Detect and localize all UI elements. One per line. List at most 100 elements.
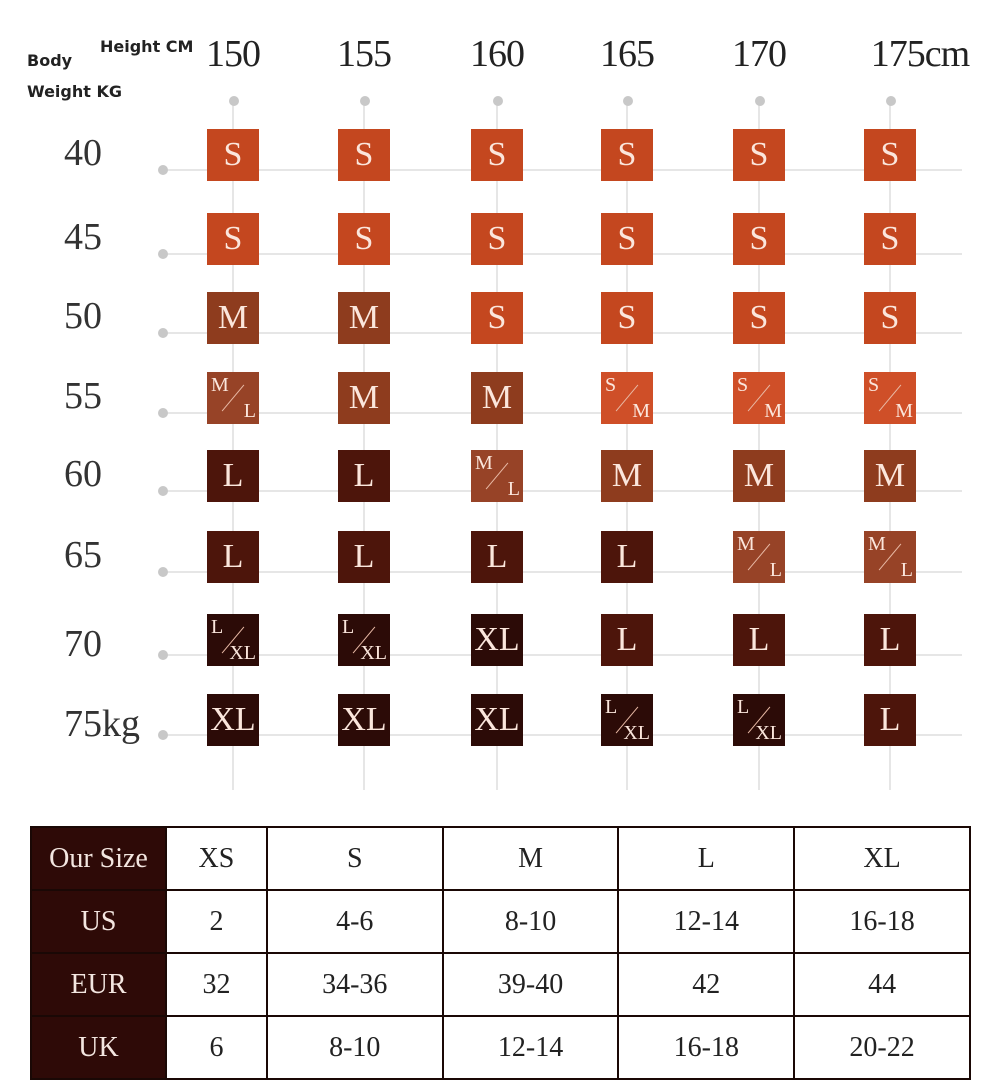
grid-dot [158, 328, 168, 338]
grid-line-horizontal [162, 332, 962, 334]
size-primary: L [605, 696, 618, 718]
size-cell: S [207, 129, 259, 181]
table-cell: L [617, 826, 796, 891]
size-cell: XL [471, 614, 523, 666]
weight-kg-label: Weight KG [27, 82, 123, 101]
grid-dot [886, 96, 896, 106]
size-cell: L [864, 694, 916, 746]
size-cell: L XL [207, 614, 259, 666]
size-cell: S [471, 213, 523, 265]
grid-line-horizontal [162, 571, 962, 573]
weight-label: 65 [64, 534, 102, 576]
size-cell: S [864, 213, 916, 265]
size-cell: S [601, 292, 653, 344]
size-cell: M [733, 450, 785, 502]
size-cell: S [733, 292, 785, 344]
grid-line-horizontal [162, 412, 962, 414]
table-cell: 34-36 [265, 952, 444, 1017]
weight-label: 55 [64, 375, 102, 417]
weight-label: 75kg [64, 703, 140, 745]
size-cell: XL [338, 694, 390, 746]
size-secondary: L [243, 400, 256, 422]
table-cell: S [265, 826, 444, 891]
grid-dot [158, 730, 168, 740]
grid-line-horizontal [162, 490, 962, 492]
grid-dot [755, 96, 765, 106]
grid-dot [158, 408, 168, 418]
size-cell: M [338, 372, 390, 424]
size-cell: L XL [601, 694, 653, 746]
table-cell: 12-14 [441, 1015, 620, 1080]
weight-label: 45 [64, 216, 102, 258]
grid-line-vertical [889, 100, 891, 790]
grid-dot [158, 486, 168, 496]
size-cell: S [601, 129, 653, 181]
size-cell: S [733, 213, 785, 265]
size-cell: S [733, 129, 785, 181]
size-primary: M [868, 533, 886, 555]
size-cell: S [471, 292, 523, 344]
size-cell: M [471, 372, 523, 424]
size-conversion-table: Our Size XS S M L XL US 2 4-6 8-10 12-14 16-18 EUR 32… [30, 826, 971, 1080]
height-cm-label: Height CM [100, 37, 194, 56]
size-secondary: M [632, 400, 650, 422]
size-cell: S [864, 292, 916, 344]
height-label: 170 [732, 33, 787, 75]
table-row: UK 6 8-10 12-14 16-18 20-22 [30, 1015, 971, 1080]
row-header: UK [30, 1015, 167, 1080]
table-row: US 2 4-6 8-10 12-14 16-18 [30, 889, 971, 954]
grid-dot [158, 567, 168, 577]
size-primary: L [342, 616, 355, 638]
table-cell: 8-10 [265, 1015, 444, 1080]
size-secondary: M [764, 400, 782, 422]
table-cell: 16-18 [793, 889, 971, 954]
size-secondary: L [769, 559, 782, 581]
size-primary: S [605, 374, 617, 396]
size-cell: L [864, 614, 916, 666]
size-cell: L [733, 614, 785, 666]
size-cell: L XL [733, 694, 785, 746]
weight-label: 50 [64, 295, 102, 337]
weight-label: 70 [64, 623, 102, 665]
row-header: Our Size [30, 826, 167, 891]
table-cell: 44 [793, 952, 971, 1017]
size-secondary: XL [623, 722, 650, 744]
size-cell: L [601, 614, 653, 666]
size-secondary: XL [755, 722, 782, 744]
grid-line-horizontal [162, 734, 962, 736]
grid-line-vertical [758, 100, 760, 790]
grid-line-horizontal [162, 169, 962, 171]
table-cell: 6 [165, 1015, 268, 1080]
size-cell: M [207, 292, 259, 344]
weight-label: 60 [64, 453, 102, 495]
table-cell: 8-10 [441, 889, 620, 954]
height-label: 150 [206, 33, 261, 75]
size-cell: L [338, 450, 390, 502]
size-primary: L [737, 696, 750, 718]
size-cell: XL [471, 694, 523, 746]
table-cell: 32 [165, 952, 268, 1017]
table-cell: 42 [617, 952, 796, 1017]
table-cell: 16-18 [617, 1015, 796, 1080]
size-cell: L XL [338, 614, 390, 666]
size-primary: M [211, 374, 229, 396]
grid-line-horizontal [162, 654, 962, 656]
size-primary: L [211, 616, 224, 638]
grid-line-vertical [496, 100, 498, 790]
row-header: EUR [30, 952, 167, 1017]
table-cell: XL [793, 826, 971, 891]
size-cell: S [471, 129, 523, 181]
size-cell: S [864, 129, 916, 181]
grid-line-horizontal [162, 253, 962, 255]
size-cell: S [207, 213, 259, 265]
grid-line-vertical [232, 100, 234, 790]
grid-dot [158, 249, 168, 259]
size-cell: S [601, 213, 653, 265]
